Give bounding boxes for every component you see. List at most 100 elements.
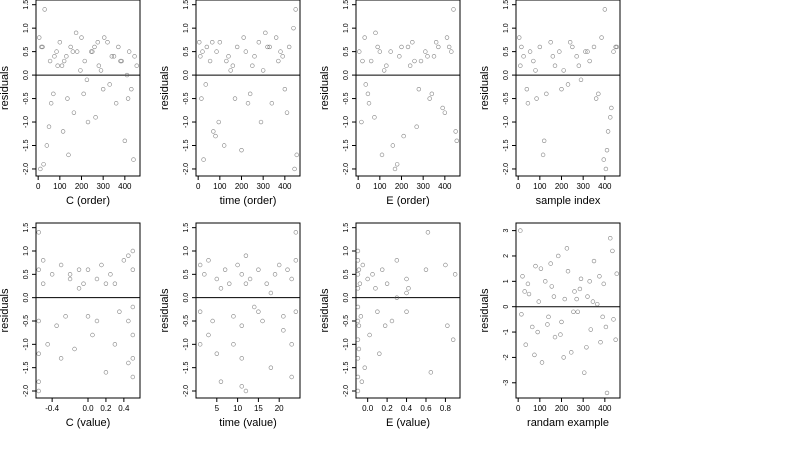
data-point — [574, 54, 579, 59]
data-point — [95, 40, 100, 45]
data-point — [218, 286, 224, 291]
data-point — [116, 44, 121, 50]
data-point — [99, 262, 104, 268]
x-tick-label: 0.2 — [382, 404, 394, 413]
y-tick-label: 1.5 — [343, 0, 350, 10]
data-point — [604, 147, 610, 153]
data-point — [567, 40, 573, 45]
x-tick-label: 0.6 — [420, 404, 432, 413]
data-point — [539, 360, 545, 365]
y-tick-label: 1.0 — [343, 246, 350, 256]
data-point — [603, 166, 609, 172]
data-point — [47, 58, 53, 64]
x-tick-label: 200 — [555, 404, 569, 413]
data-point — [268, 290, 274, 296]
data-point — [355, 272, 361, 277]
data-point — [614, 271, 619, 276]
data-point — [358, 314, 364, 319]
data-point — [276, 58, 281, 64]
x-tick-label: 10 — [233, 404, 242, 413]
data-point — [584, 345, 589, 350]
y-tick-label: -2.0 — [343, 385, 350, 397]
data-point — [596, 91, 601, 97]
data-point — [414, 124, 419, 129]
y-axis-label: residuals — [0, 288, 11, 333]
data-point — [405, 44, 411, 50]
y-tick-label: 1.5 — [183, 0, 190, 10]
data-point — [222, 267, 228, 272]
data-point — [204, 44, 210, 50]
data-point — [197, 40, 202, 45]
data-point — [285, 267, 290, 272]
data-point — [611, 49, 616, 54]
data-point — [392, 166, 398, 172]
x-tick-label: 0 — [516, 404, 521, 413]
data-point — [217, 40, 223, 45]
data-point — [355, 356, 361, 361]
data-point — [533, 263, 538, 269]
data-point — [559, 319, 564, 325]
data-point — [429, 91, 435, 97]
data-point — [538, 266, 544, 271]
data-point — [423, 267, 429, 272]
data-point — [206, 258, 211, 263]
y-tick-label: -0.5 — [343, 92, 350, 104]
data-point — [571, 309, 576, 314]
y-tick-label: 1.0 — [343, 23, 350, 33]
data-point — [36, 267, 41, 272]
y-tick-label: 0 — [503, 305, 510, 309]
x-tick-label: 0.4 — [401, 404, 413, 413]
data-point — [526, 291, 532, 297]
data-point — [226, 54, 231, 59]
data-point — [520, 274, 525, 279]
data-point — [360, 58, 365, 64]
data-point — [590, 299, 596, 304]
y-tick-label: -0.5 — [343, 315, 350, 327]
x-tick-label: 200 — [75, 182, 89, 191]
y-tick-label: -2.0 — [183, 385, 190, 397]
data-point — [449, 49, 454, 54]
data-point — [382, 323, 388, 328]
data-point — [224, 58, 229, 64]
data-point — [79, 35, 84, 40]
data-point — [552, 63, 558, 68]
data-point — [525, 101, 531, 106]
data-point — [583, 49, 588, 54]
data-point — [442, 110, 448, 115]
data-point — [201, 157, 206, 162]
panel-6: 5 10 15 20 -2.0 -1.5 -1.0 -0.5 0.0 0.5 1.0 1.5 time … — [159, 222, 301, 429]
x-axis-label: E (value) — [386, 417, 430, 429]
data-point — [54, 323, 59, 328]
y-tick-label: -1.0 — [183, 116, 190, 128]
data-point — [214, 49, 219, 54]
data-point — [121, 258, 127, 263]
data-point — [365, 91, 371, 97]
data-point — [126, 49, 132, 54]
data-point — [258, 119, 264, 125]
y-axis-label: residuals — [159, 288, 171, 333]
y-tick-label: -2.0 — [23, 163, 30, 175]
data-point — [280, 54, 285, 59]
data-point — [562, 296, 567, 302]
data-point — [360, 262, 366, 268]
data-point — [130, 248, 136, 254]
x-tick-label: 20 — [275, 404, 284, 413]
data-point — [522, 289, 527, 294]
y-tick-label: 0.5 — [183, 47, 190, 57]
data-point — [126, 253, 131, 258]
data-point — [532, 352, 537, 358]
y-tick-label: 0.5 — [23, 269, 30, 279]
y-tick-label: -1.0 — [503, 116, 510, 128]
data-point — [608, 236, 613, 241]
data-point — [359, 119, 364, 125]
data-point — [533, 68, 538, 73]
data-point — [58, 262, 64, 268]
data-point — [357, 49, 362, 54]
data-point — [593, 96, 599, 101]
y-tick-label: -0.5 — [23, 92, 30, 104]
data-point — [252, 54, 257, 59]
y-tick-label: 1.5 — [503, 0, 510, 10]
data-point — [576, 63, 582, 68]
x-tick-label: 200 — [555, 182, 569, 191]
data-point — [252, 304, 257, 310]
